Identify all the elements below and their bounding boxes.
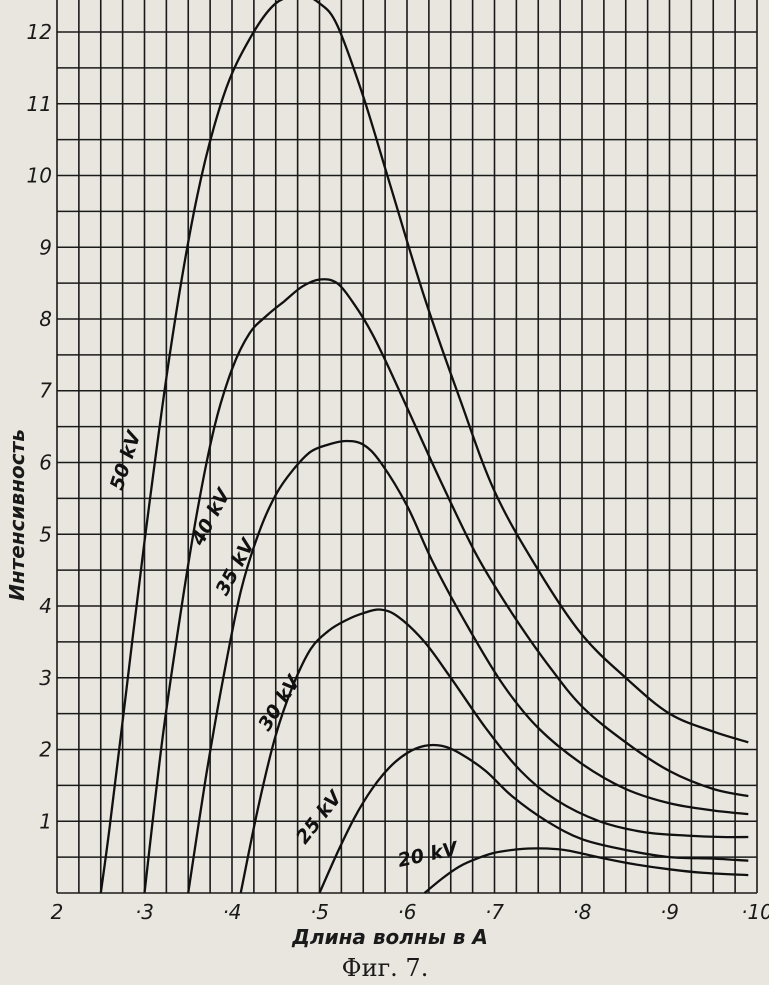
series-line-40kv xyxy=(143,278,749,894)
y-tick-label: 4 xyxy=(39,594,52,618)
x-tick-labels: 2 ·3 ·4 ·5 ·6 ·7 ·8 ·9 ·10 xyxy=(51,900,769,924)
y-axis-label: Интенсивность xyxy=(5,429,29,601)
series-line-30kv xyxy=(239,608,749,894)
x-tick-label: ·4 xyxy=(222,900,241,924)
y-tick-label: 1 xyxy=(39,809,52,833)
curves xyxy=(99,0,749,894)
y-tick-label: 3 xyxy=(39,666,52,690)
x-tick-label: ·9 xyxy=(660,900,679,924)
series-line-35kv xyxy=(187,439,749,894)
x-tick-label: ·3 xyxy=(135,900,154,924)
x-axis-label: Длина волны в A xyxy=(291,925,488,949)
x-tick-label: ·10 xyxy=(741,900,769,924)
y-tick-label: 11 xyxy=(27,92,52,116)
x-tick-label: ·5 xyxy=(310,900,329,924)
series-line-50kv xyxy=(99,0,749,894)
y-tick-label: 12 xyxy=(27,20,52,44)
y-tick-label: 2 xyxy=(39,738,52,762)
y-tick-label: 5 xyxy=(39,522,52,546)
y-tick-label: 9 xyxy=(39,235,52,259)
series-line-25kv xyxy=(318,743,749,894)
grid xyxy=(56,0,758,894)
y-tick-label: 6 xyxy=(39,451,52,475)
series-line-20kv xyxy=(423,847,749,894)
figure-caption: Фиг. 7. xyxy=(342,954,429,982)
y-tick-label: 8 xyxy=(39,307,52,331)
x-tick-label: ·8 xyxy=(572,900,591,924)
x-tick-label: ·7 xyxy=(485,900,504,924)
x-tick-label: 2 xyxy=(51,900,64,924)
x-tick-label: ·6 xyxy=(397,900,416,924)
y-tick-label: 10 xyxy=(27,164,52,188)
y-tick-label: 7 xyxy=(39,379,52,403)
